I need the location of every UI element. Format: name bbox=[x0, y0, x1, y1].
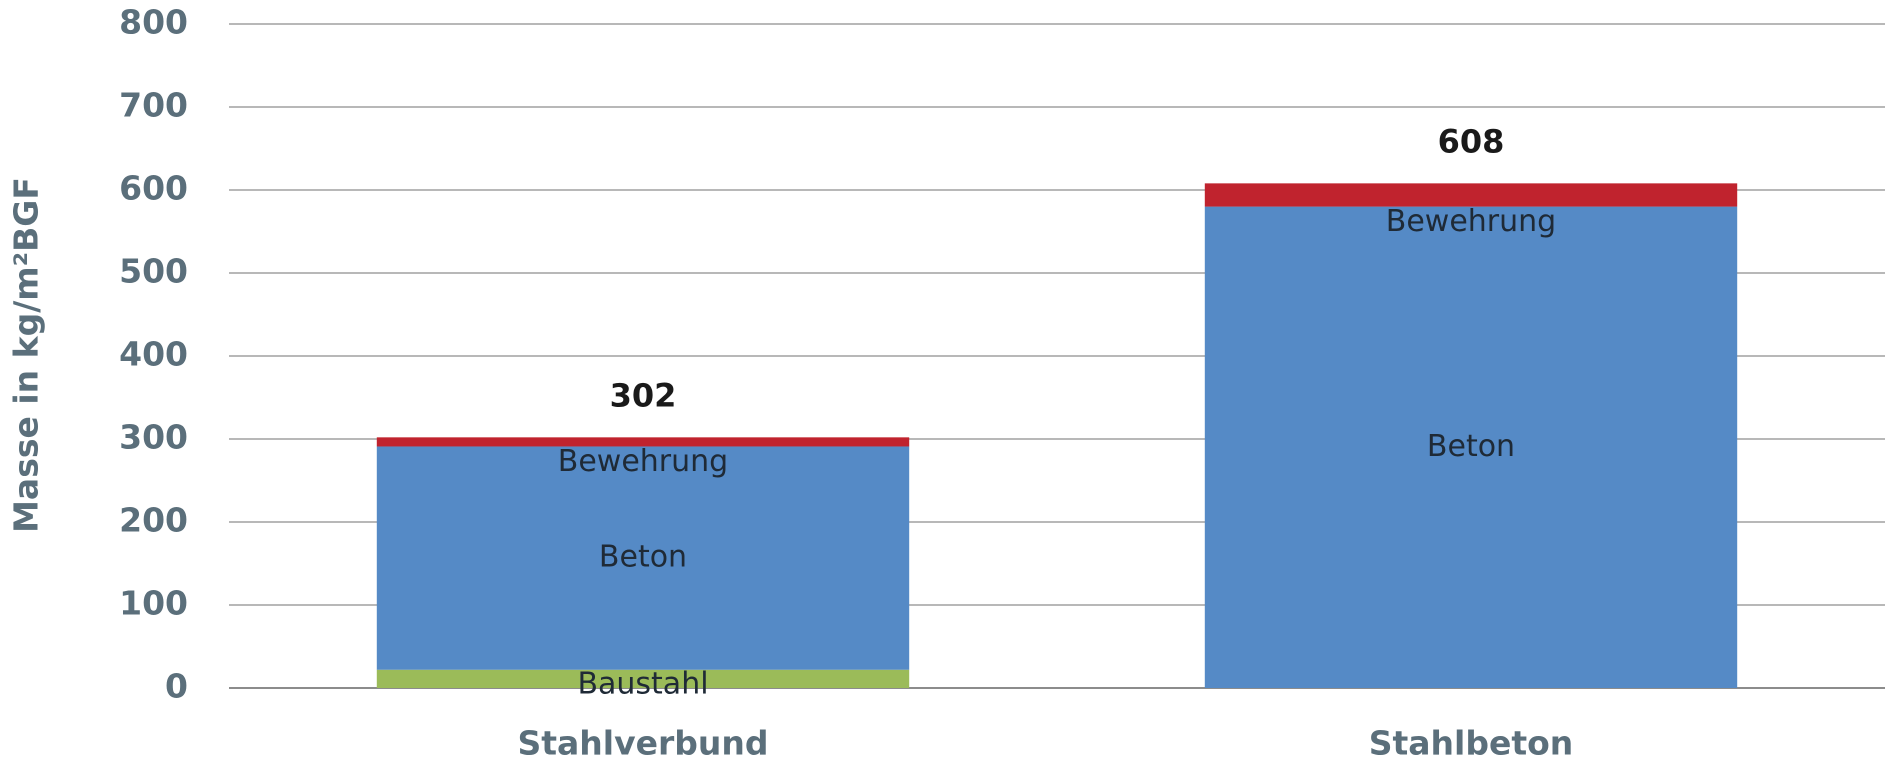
bar-segment bbox=[376, 437, 910, 447]
total-label: 608 bbox=[1438, 122, 1505, 160]
y-axis-label: Masse in kg/m²BGF bbox=[7, 177, 46, 533]
x-tick-label: Stahlbeton bbox=[1369, 724, 1574, 763]
segment-label: Beton bbox=[599, 540, 687, 575]
segment-label: Bewehrung bbox=[558, 444, 728, 479]
bar-segment bbox=[1204, 183, 1738, 207]
segment-label: Bewehrung bbox=[1386, 204, 1556, 239]
y-tick-label: 300 bbox=[119, 418, 188, 457]
total-label: 302 bbox=[610, 376, 677, 414]
y-tick-label: 700 bbox=[119, 86, 188, 125]
bar-segment bbox=[1204, 206, 1738, 688]
y-tick-label: 200 bbox=[119, 501, 188, 540]
bar-segment bbox=[376, 669, 910, 688]
y-tick-label: 0 bbox=[165, 667, 188, 706]
y-tick-label: 600 bbox=[119, 169, 188, 208]
x-tick-label: Stahlverbund bbox=[517, 724, 768, 763]
bar-segment bbox=[376, 446, 910, 670]
y-tick-label: 500 bbox=[119, 252, 188, 291]
segment-label: Baustahl bbox=[577, 666, 708, 701]
y-tick-label: 100 bbox=[119, 584, 188, 623]
y-tick-label: 400 bbox=[119, 335, 188, 374]
y-tick-label: 800 bbox=[119, 3, 188, 42]
segment-label: Beton bbox=[1427, 429, 1515, 464]
